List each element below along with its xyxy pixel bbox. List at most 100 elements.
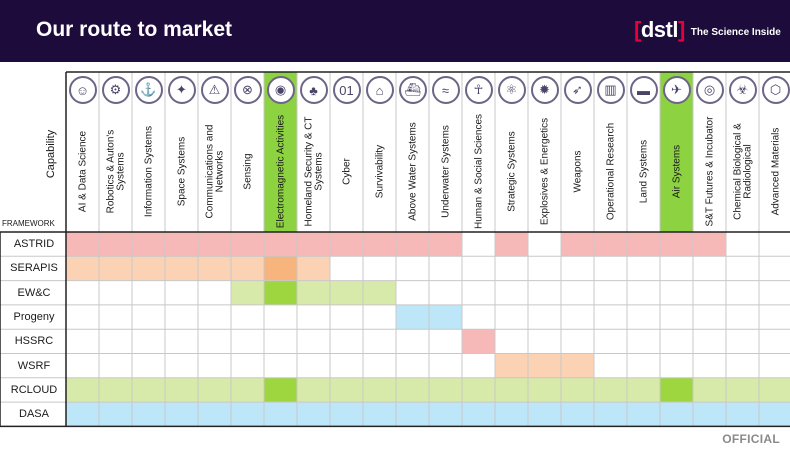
eye-icon: ⊗ [233, 76, 262, 104]
column-label-text: Cyber [340, 157, 352, 185]
wave-icon: ◉ [266, 76, 295, 104]
matrix-cell [264, 402, 297, 427]
column-label: Cyber [331, 112, 362, 230]
column-label-text: Sensing [241, 152, 253, 190]
column-label-text: Advanced Materials [769, 127, 781, 215]
row-label: SERAPIS [10, 262, 58, 275]
matrix-cell [429, 402, 462, 427]
header-bar: Our route to market [dstl] The Science I… [0, 0, 790, 62]
matrix-cell [165, 402, 198, 427]
matrix-cell [495, 353, 528, 378]
row-label: Progeny [13, 310, 55, 323]
column-label: Weapons [562, 112, 593, 230]
matrix-cell [198, 402, 231, 427]
matrix-cell [264, 232, 297, 257]
aircraft-icon: ✈ [662, 76, 691, 104]
matrix-cell [363, 280, 396, 305]
matrix-cell [231, 402, 264, 427]
row-label: ASTRID [13, 238, 55, 250]
satellite-icon: ✦ [167, 76, 196, 104]
antenna-icon: ⚠ [200, 76, 229, 104]
robot-icon: ⚙ [101, 76, 130, 104]
column-label: Space Systems [166, 112, 197, 230]
matrix-cell [66, 256, 99, 281]
matrix-cell [693, 377, 726, 403]
matrix-cell [363, 232, 396, 257]
column-label: Air Systems [661, 112, 692, 230]
row-label: DASA [19, 408, 49, 421]
matrix-cell [231, 280, 264, 305]
column-label-text: Strategic Systems [505, 130, 517, 212]
column-label: Explosives & Energetics [529, 112, 560, 230]
matrix-cell [429, 377, 462, 403]
matrix-cell [396, 232, 429, 257]
matrix-cell [462, 329, 495, 354]
matrix-cell [165, 256, 198, 281]
column-label: Information Systems [133, 112, 164, 230]
column-label-text: Chemical Biological & Radiological [731, 122, 753, 220]
column-label: AI & Data Science [67, 112, 98, 230]
page-title: Our route to market [36, 18, 233, 41]
column-label: Above Water Systems [397, 112, 428, 230]
matrix-cell [330, 280, 363, 305]
matrix-cell [660, 232, 693, 257]
column-label-text: Weapons [571, 149, 583, 193]
column-label: S&T Futures & Incubator [694, 112, 725, 230]
matrix-cell [660, 377, 693, 403]
matrix-cell [429, 304, 462, 330]
molecule-icon: ⬡ [761, 76, 790, 104]
matrix-cell [528, 377, 561, 403]
matrix-cell [99, 402, 132, 427]
matrix-cell [561, 353, 594, 378]
logo-mark: [dstl] [634, 17, 685, 42]
column-label-text: Space Systems [175, 136, 187, 206]
matrix-cell [231, 232, 264, 257]
network-icon: ⚓ [134, 76, 163, 104]
column-label-text: Information Systems [142, 125, 154, 217]
matrix-cell [528, 353, 561, 378]
matrix-cell [561, 377, 594, 403]
column-label: Electromagnetic Activities [265, 112, 296, 230]
matrix-cell [462, 402, 495, 427]
classification-label: OFFICIAL [722, 432, 780, 446]
matrix-cell [132, 377, 165, 403]
column-label: Advanced Materials [760, 112, 790, 230]
column-label-text: Survivability [373, 144, 385, 198]
lightbulb-icon: ◎ [695, 76, 724, 104]
column-label: Underwater Systems [430, 112, 461, 230]
matrix-cell [198, 232, 231, 257]
framework-axis-label: FRAMEWORK [2, 219, 55, 228]
matrix-cell [99, 232, 132, 257]
column-label: Homeland Security & CT Systems [298, 112, 329, 230]
column-label-text: Communications and Networks [203, 124, 225, 218]
column-label: Sensing [232, 112, 263, 230]
matrix-cell [330, 232, 363, 257]
matrix-cell [396, 377, 429, 403]
missile-icon: ➶ [563, 76, 592, 104]
matrix-cell [528, 402, 561, 427]
matrix-cell [396, 402, 429, 427]
matrix-cell [297, 232, 330, 257]
column-label: Strategic Systems [496, 112, 527, 230]
column-label: Survivability [364, 112, 395, 230]
column-label-text: Explosives & Energetics [538, 117, 550, 225]
tank-icon: ▬ [629, 76, 658, 104]
matrix-cell [330, 377, 363, 403]
row-label: HSSRC [14, 335, 54, 348]
matrix-cell [594, 377, 627, 403]
matrix-cell [594, 232, 627, 257]
matrix-cell [495, 402, 528, 427]
matrix-cell [429, 232, 462, 257]
matrix-cell [297, 280, 330, 305]
matrix-cell [462, 377, 495, 403]
row-label: WSRF [17, 359, 51, 372]
map-icon: ♣ [299, 76, 328, 104]
matrix-cell [264, 256, 297, 281]
logo-mark-text: dstl [640, 17, 679, 42]
ship-icon: ⛴ [398, 76, 427, 104]
column-label: Human & Social Sciences [463, 112, 494, 230]
matrix-cell [132, 256, 165, 281]
matrix-cell [594, 402, 627, 427]
column-label-text: Robotics & Auton's Systems [104, 129, 126, 213]
